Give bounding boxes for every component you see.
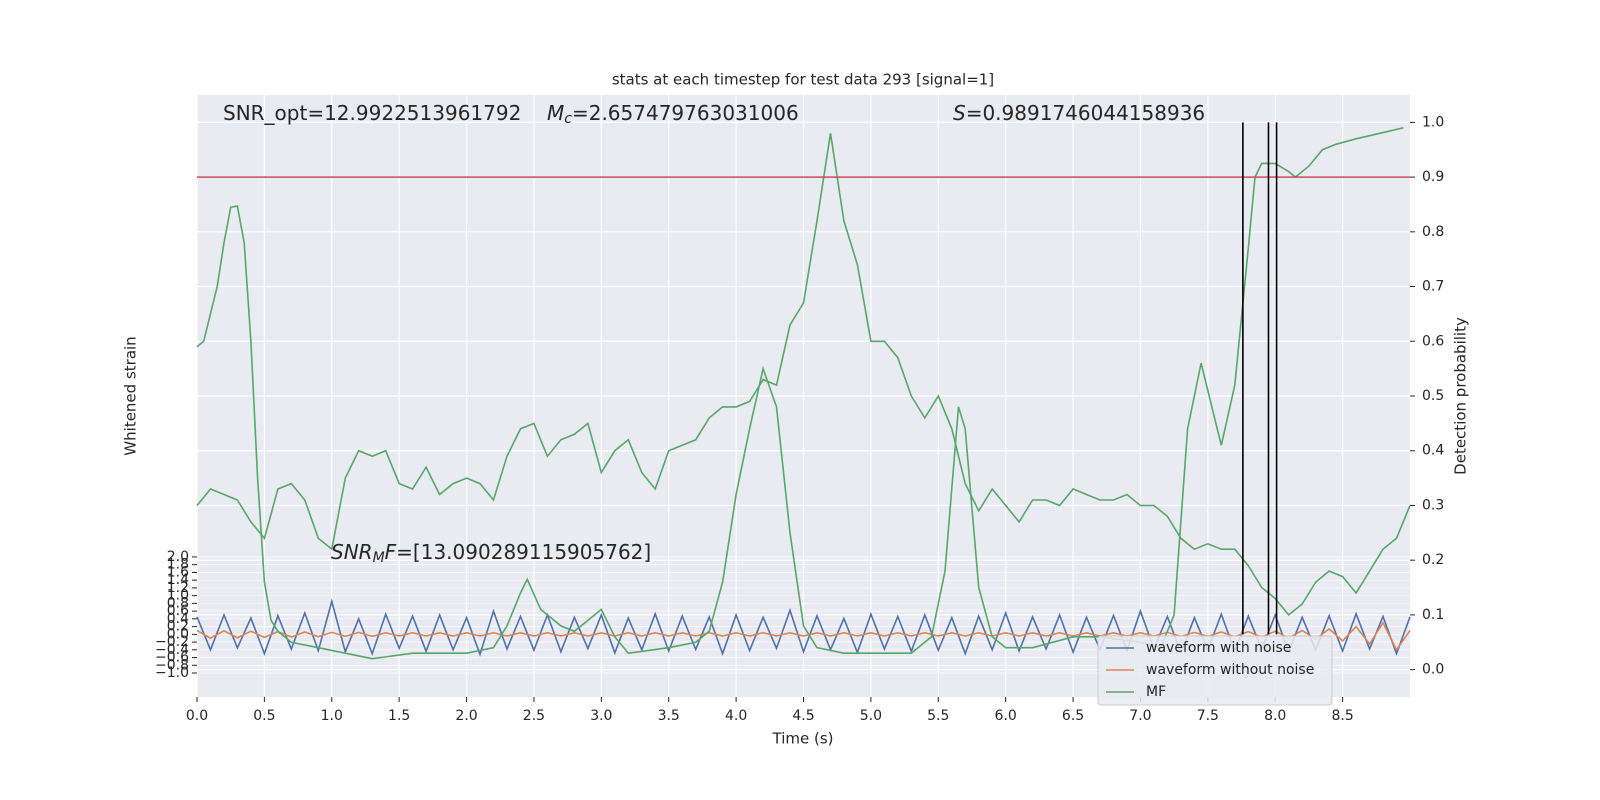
annotation-text: SNR_opt=12.9922513961792 — [223, 101, 521, 125]
x-tick-label: 3.0 — [590, 708, 612, 724]
y-tick-label: 1.8 — [167, 557, 189, 573]
y-tick-label: 0.4 — [167, 611, 189, 627]
annotation: SNRMF=[13.090289115905762] — [331, 540, 651, 567]
y2-tick-label: 0.8 — [1422, 224, 1444, 240]
legend-label: waveform without noise — [1146, 662, 1314, 678]
annotation-text: =2.657479763031006 — [572, 101, 799, 125]
legend-label: waveform with noise — [1146, 640, 1291, 656]
legend-box — [1097, 635, 1333, 706]
x-axis-label: Time (s) — [772, 730, 834, 748]
y-tick-label: −0.8 — [155, 657, 189, 673]
x-tick-label: 5.0 — [860, 708, 882, 724]
x-tick-label: 6.0 — [995, 708, 1017, 724]
annotation-text: =[13.090289115905762] — [396, 540, 651, 564]
y-tick-label: 1.2 — [167, 580, 189, 596]
y2-tick-label: 0.1 — [1422, 607, 1444, 623]
y2-tick-label: 0.6 — [1422, 333, 1444, 349]
y2-axis-label: Detection probability — [1452, 317, 1470, 475]
y-tick-label: −0.4 — [155, 642, 189, 658]
x-tick-label: 7.0 — [1129, 708, 1151, 724]
x-tick-label: 3.5 — [658, 708, 680, 724]
y-tick-label: 1.4 — [167, 572, 189, 588]
y-tick-label: −0.2 — [155, 634, 189, 650]
y-tick-label: 1.6 — [167, 564, 189, 580]
y2-tick-label: 0.5 — [1422, 388, 1444, 404]
y2-tick-label: 0.2 — [1422, 552, 1444, 568]
annotation-symbol: F — [385, 540, 397, 564]
x-tick-label: 8.0 — [1264, 708, 1286, 724]
annotation-subscript: M — [373, 550, 385, 566]
x-tick-label: 4.0 — [725, 708, 747, 724]
y2-tick-label: 1.0 — [1422, 114, 1444, 130]
annotation-subscript: c — [564, 111, 572, 127]
x-tick-label: 2.0 — [455, 708, 477, 724]
y2-tick-label: 0.0 — [1422, 662, 1444, 678]
series-line — [196, 133, 1411, 617]
y2-tick-label: 0.3 — [1422, 497, 1444, 513]
x-tick-label: 4.5 — [792, 708, 814, 724]
annotation: S=0.9891746044158936 — [953, 101, 1205, 125]
legend-label: MF — [1146, 684, 1166, 700]
y2-tick-label: 0.7 — [1422, 279, 1444, 295]
chart-title: stats at each timestep for test data 293… — [612, 71, 994, 89]
y-tick-label: 0.2 — [167, 619, 189, 635]
x-tick-label: 7.5 — [1197, 708, 1219, 724]
x-tick-label: 5.5 — [927, 708, 949, 724]
x-tick-label: 2.5 — [523, 708, 545, 724]
y-tick-label: −1.0 — [155, 665, 189, 681]
y-tick-label: 1.0 — [167, 588, 189, 604]
y-axis-label: Whitened strain — [122, 336, 140, 455]
x-tick-label: 6.5 — [1062, 708, 1084, 724]
annotation-symbol: M — [547, 101, 564, 125]
annotation: Mc=2.657479763031006 — [547, 101, 799, 128]
y-tick-label: 0.8 — [167, 595, 189, 611]
series-line — [196, 127, 1404, 660]
x-tick-label: 1.0 — [321, 708, 343, 724]
x-tick-label: 8.5 — [1331, 708, 1353, 724]
annotation-symbol: SNR — [331, 540, 373, 564]
x-tick-label: 1.5 — [388, 708, 410, 724]
y-tick-label: 0.0 — [167, 626, 189, 642]
y2-tick-label: 0.4 — [1422, 443, 1444, 459]
annotation-text: =0.9891746044158936 — [966, 101, 1205, 125]
y-tick-label: −0.6 — [155, 650, 189, 666]
annotation: SNR_opt=12.9922513961792 — [223, 101, 521, 125]
y-tick-label: 2.0 — [167, 549, 189, 565]
annotation-symbol: S — [953, 101, 966, 125]
y-tick-label: 0.6 — [167, 603, 189, 619]
x-tick-label: 0.0 — [186, 708, 208, 724]
y2-tick-label: 0.9 — [1422, 169, 1444, 185]
x-tick-label: 0.5 — [253, 708, 275, 724]
